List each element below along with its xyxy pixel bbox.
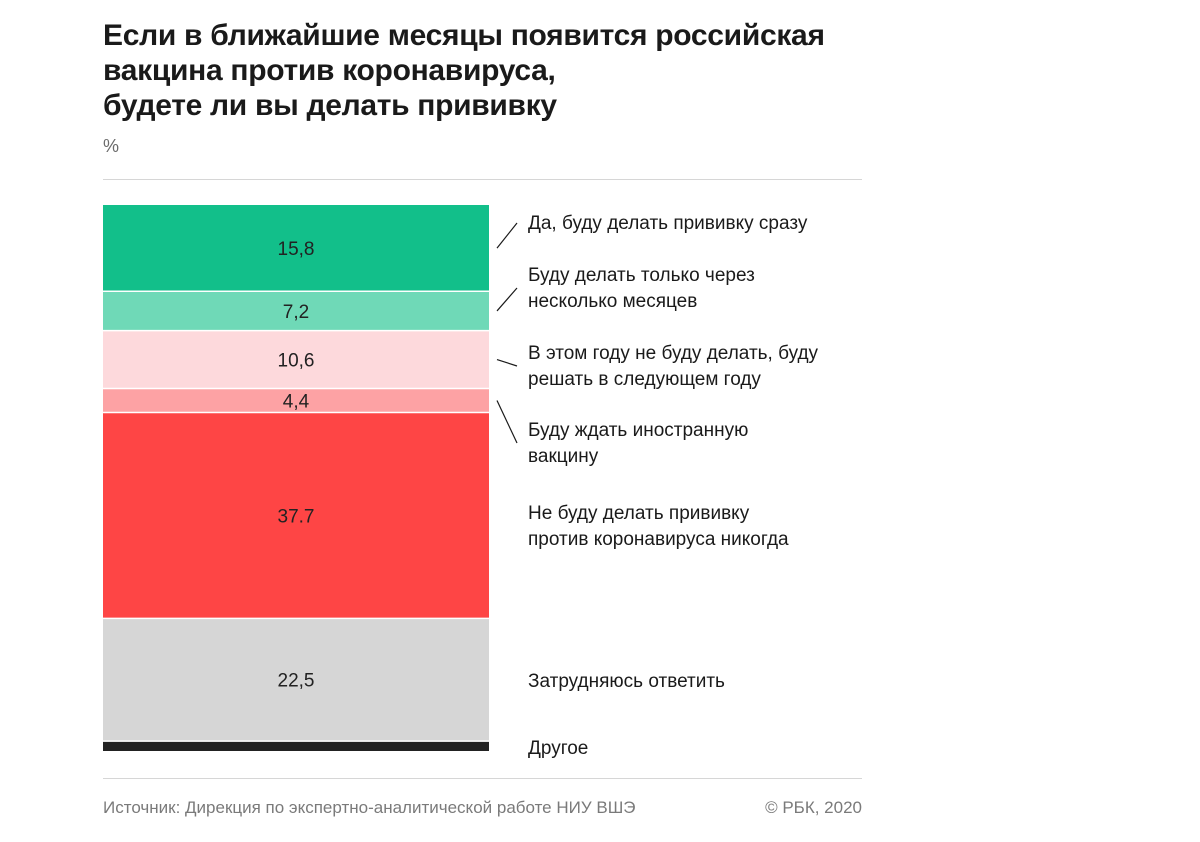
legend-label: против коронавируса никогда (528, 529, 789, 550)
leader-line (496, 400, 518, 444)
unit-label: % (103, 136, 120, 156)
legend-label: Буду делать только через (528, 265, 755, 286)
leader-line (496, 222, 518, 249)
data-label: 22,5 (278, 671, 315, 692)
chart-title-line-3: будете ли вы делать прививку (103, 89, 557, 122)
bar-segment-7 (103, 741, 489, 751)
bar-segment-6 (103, 618, 489, 742)
bar-segment-4 (103, 388, 489, 413)
bar-segment-1 (103, 205, 489, 292)
data-label: 10,6 (278, 351, 315, 372)
data-label: 15,8 (278, 239, 315, 260)
legend-label: Не буду делать прививку (528, 503, 750, 524)
legend-label: несколько месяцев (528, 291, 697, 312)
bar-segment-2 (103, 291, 489, 331)
leader-line (496, 358, 518, 367)
top-divider (103, 179, 862, 180)
data-label: 7,2 (283, 302, 309, 323)
bar-segment-3 (103, 330, 489, 389)
chart-title-line-1: Если в ближайшие месяцы появится российс… (103, 19, 825, 52)
copyright-note: © РБК, 2020 (765, 798, 862, 817)
bar-segment-5 (103, 412, 489, 619)
legend-label: решать в следующем году (528, 369, 761, 390)
data-label: 4,4 (283, 391, 310, 412)
bottom-divider (103, 778, 862, 779)
data-label: 37.7 (278, 506, 315, 527)
legend-label: Буду ждать иностранную (528, 420, 748, 441)
legend-label: Да, буду делать прививку сразу (528, 213, 808, 234)
chart-title: Если в ближайшие месяцы появится российс… (103, 18, 903, 123)
source-note: Источник: Дирекция по экспертно-аналитич… (103, 798, 636, 817)
legend-label: Затрудняюсь ответить (528, 671, 725, 692)
legend-label: В этом году не буду делать, буду (528, 343, 819, 364)
legend-label: Другое (528, 738, 588, 759)
legend-label: вакцину (528, 446, 599, 467)
leader-line (496, 287, 518, 312)
chart-title-line-2: вакцина против коронавируса, (103, 54, 556, 87)
